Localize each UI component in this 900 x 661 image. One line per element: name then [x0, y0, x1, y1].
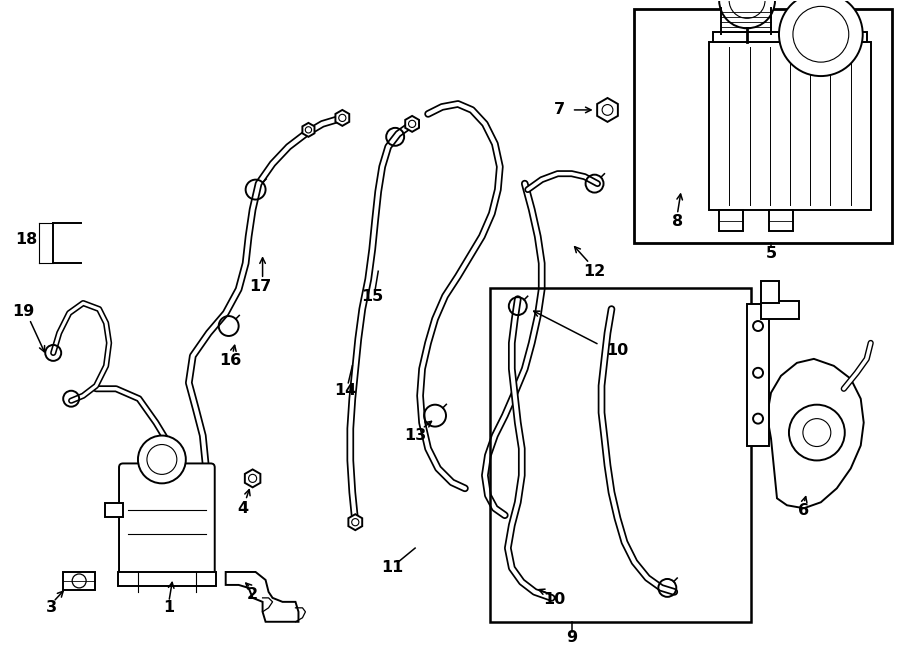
Circle shape: [338, 114, 346, 122]
Polygon shape: [226, 572, 299, 622]
Circle shape: [789, 405, 845, 461]
Text: 18: 18: [15, 232, 38, 247]
Text: 3: 3: [46, 600, 57, 615]
Bar: [713, 32, 867, 42]
Bar: [719, 210, 743, 231]
Text: 2: 2: [247, 588, 258, 602]
Bar: [709, 42, 870, 210]
Bar: [118, 572, 216, 586]
Polygon shape: [348, 514, 362, 530]
Circle shape: [409, 120, 416, 128]
Circle shape: [305, 127, 311, 133]
Circle shape: [352, 519, 359, 525]
Text: 15: 15: [361, 289, 383, 303]
Text: 12: 12: [583, 264, 606, 279]
Text: 13: 13: [404, 428, 427, 443]
Bar: [63, 572, 95, 590]
Text: 1: 1: [163, 600, 175, 615]
Circle shape: [793, 7, 849, 62]
Text: 6: 6: [798, 503, 809, 518]
Text: 8: 8: [671, 214, 683, 229]
Bar: [761, 301, 799, 319]
Circle shape: [138, 436, 185, 483]
Polygon shape: [302, 123, 314, 137]
Text: 14: 14: [334, 383, 356, 398]
Text: 19: 19: [13, 303, 34, 319]
Circle shape: [803, 418, 831, 447]
Circle shape: [779, 0, 863, 76]
Text: 10: 10: [544, 592, 566, 607]
Bar: [761, 281, 779, 303]
Polygon shape: [767, 359, 864, 508]
Bar: [634, 9, 892, 243]
Circle shape: [248, 475, 256, 483]
Text: 4: 4: [237, 501, 248, 516]
Bar: [769, 210, 793, 231]
Circle shape: [147, 444, 176, 475]
Polygon shape: [245, 469, 260, 487]
Text: 16: 16: [220, 354, 242, 368]
Bar: [490, 288, 752, 622]
Text: 9: 9: [566, 630, 577, 645]
Bar: [105, 503, 123, 517]
Text: 10: 10: [607, 344, 628, 358]
Circle shape: [602, 104, 613, 115]
Text: 7: 7: [554, 102, 565, 118]
Circle shape: [729, 0, 765, 19]
FancyBboxPatch shape: [119, 463, 215, 576]
Polygon shape: [598, 98, 618, 122]
Polygon shape: [336, 110, 349, 126]
Circle shape: [719, 0, 775, 28]
Text: 11: 11: [381, 561, 403, 576]
Bar: [747, 304, 769, 446]
Text: 17: 17: [249, 279, 272, 293]
Polygon shape: [405, 116, 419, 132]
Text: 5: 5: [765, 246, 777, 261]
